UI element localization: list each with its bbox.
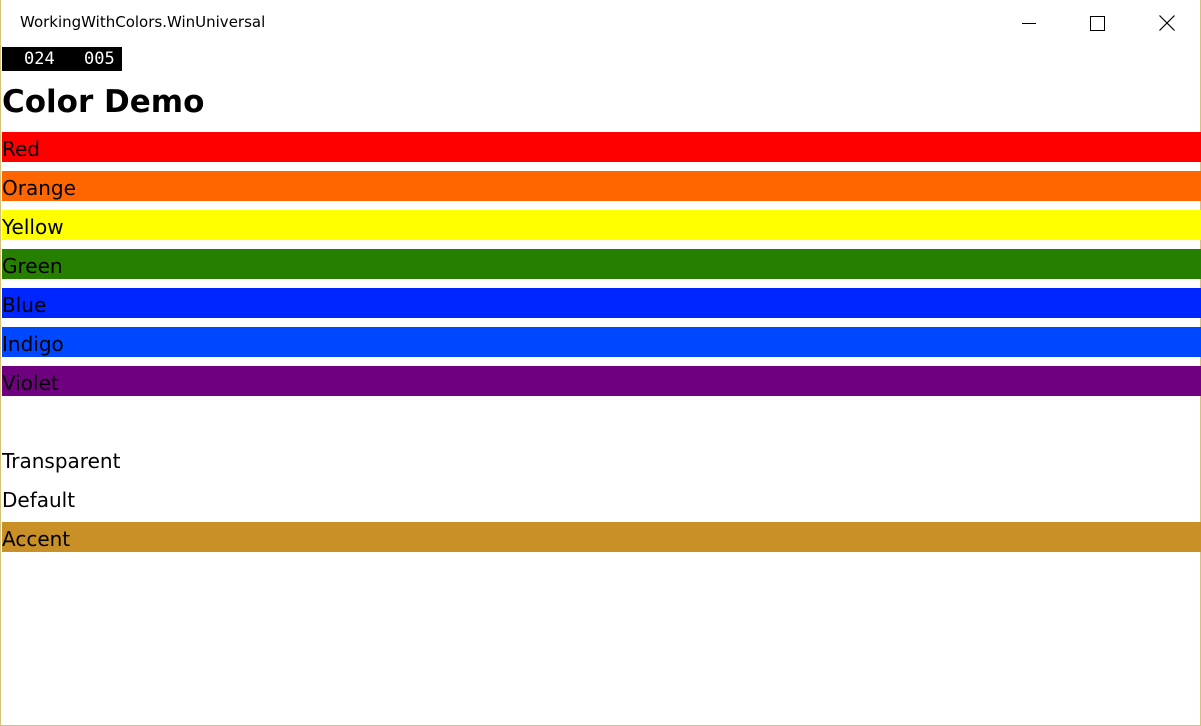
color-label: Blue: [2, 293, 47, 317]
color-label: Transparent: [2, 449, 121, 473]
color-label: Yellow: [2, 215, 64, 239]
color-label: Green: [2, 254, 63, 278]
color-label: Default: [2, 488, 76, 512]
color-row-yellow: Yellow: [2, 210, 1201, 240]
frame-rate-counter: 024 005: [2, 47, 122, 71]
maximize-icon: [1090, 15, 1105, 31]
color-label: Indigo: [2, 332, 64, 356]
title-bar[interactable]: WorkingWithColors.WinUniversal: [1, 0, 1201, 46]
color-row-transparent: Transparent: [2, 444, 1201, 474]
color-row-green: Green: [2, 249, 1201, 279]
color-row-accent: Accent: [2, 522, 1201, 552]
color-list: Red Orange Yellow Green Blue Indigo Viol…: [2, 132, 1201, 561]
minimize-icon: [1021, 16, 1036, 30]
spacer: [2, 405, 1201, 435]
page-title: Color Demo: [2, 84, 205, 120]
frame-counter-value-b: 005: [84, 49, 115, 69]
color-label: Violet: [2, 371, 59, 395]
color-row-indigo: Indigo: [2, 327, 1201, 357]
close-button[interactable]: [1132, 0, 1201, 46]
frame-counter-value-a: 024: [24, 49, 55, 69]
maximize-button[interactable]: [1063, 0, 1132, 46]
color-row-orange: Orange: [2, 171, 1201, 201]
color-row-violet: Violet: [2, 366, 1201, 396]
close-icon: [1159, 15, 1175, 31]
color-row-default: Default: [2, 483, 1201, 513]
color-row-red: Red: [2, 132, 1201, 162]
window-title: WorkingWithColors.WinUniversal: [20, 13, 266, 31]
color-row-blue: Blue: [2, 288, 1201, 318]
color-label: Orange: [2, 176, 76, 200]
color-label: Accent: [2, 527, 71, 551]
color-label: Red: [2, 137, 40, 161]
minimize-button[interactable]: [994, 0, 1063, 46]
